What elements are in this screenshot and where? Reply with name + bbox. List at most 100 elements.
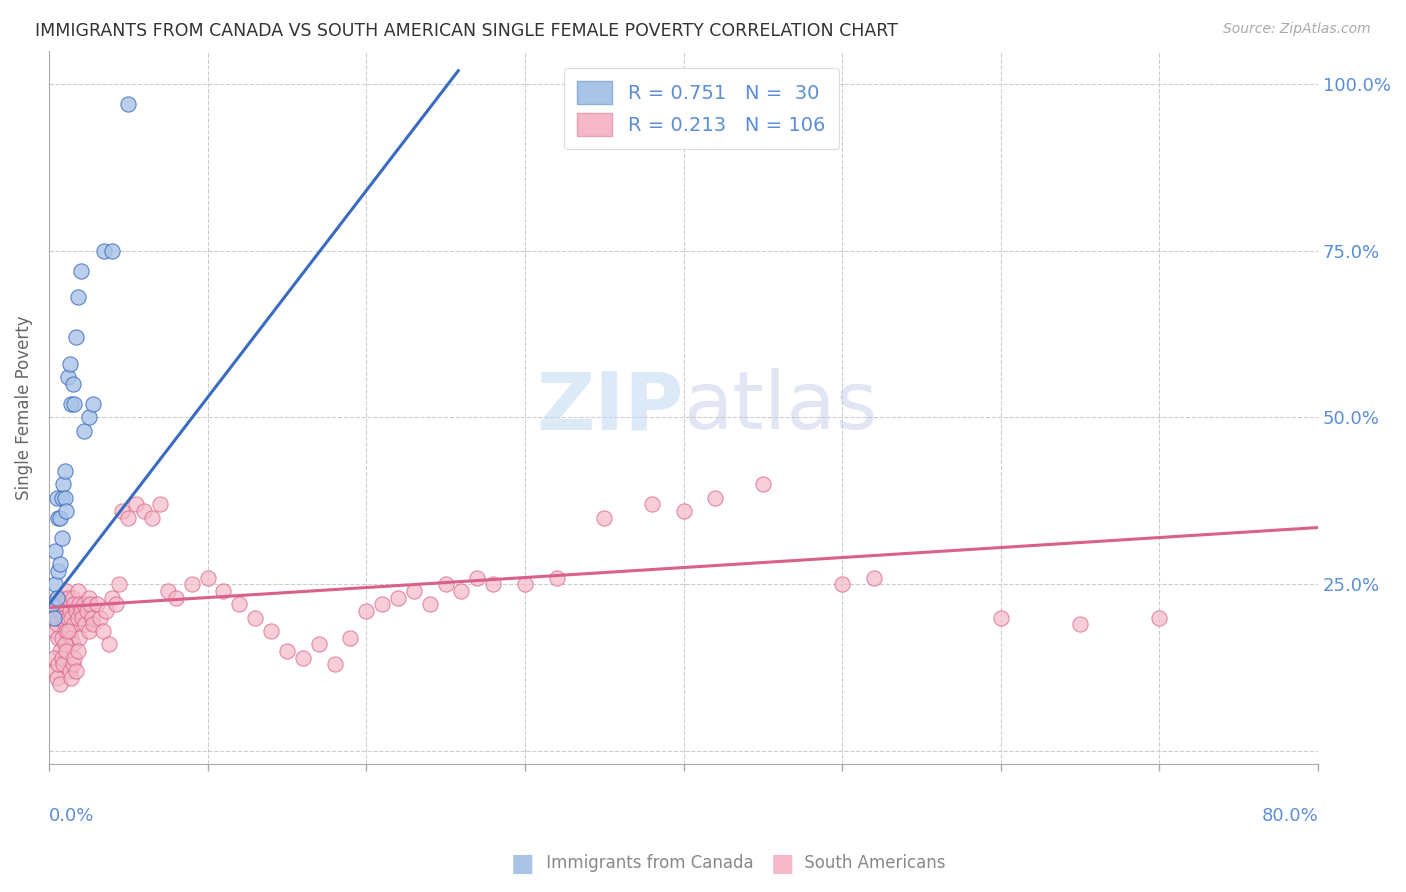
Point (672, 504, 695, 518)
Point (51, 597, 73, 611)
Point (990, 610, 1012, 624)
Text: South Americans: South Americans (799, 855, 945, 872)
Text: Source: ZipAtlas.com: Source: ZipAtlas.com (1223, 22, 1371, 37)
Point (62, 591, 84, 605)
Point (51, 491, 73, 505)
Point (308, 637, 330, 651)
Point (56, 591, 79, 605)
Point (44, 664, 66, 678)
Point (53, 597, 76, 611)
Point (165, 591, 187, 605)
Point (180, 577, 202, 591)
Point (98, 637, 121, 651)
Point (149, 497, 172, 511)
Point (228, 597, 250, 611)
Point (58, 664, 80, 678)
Point (63, 397, 86, 411)
Text: Immigrants from Canada: Immigrants from Canada (541, 855, 754, 872)
Point (245, 610, 267, 624)
Point (48, 631, 70, 645)
Point (593, 510, 616, 524)
Point (44, 624, 66, 638)
Point (55, 624, 77, 638)
Point (387, 591, 409, 605)
Point (704, 491, 727, 505)
Point (44, 544, 66, 558)
Point (65, 330, 87, 344)
Point (69, 604, 91, 618)
Point (60, 671, 83, 685)
Point (371, 597, 394, 611)
Point (67, 631, 90, 645)
Point (107, 577, 129, 591)
Point (48, 657, 70, 672)
Point (66, 290, 89, 304)
Point (419, 597, 441, 611)
Point (73, 597, 96, 611)
Point (42, 650, 65, 665)
Point (45, 671, 67, 685)
Point (53, 491, 76, 505)
Point (450, 583, 472, 598)
Point (45, 617, 67, 632)
Point (67, 597, 90, 611)
Point (41, 597, 63, 611)
Text: 80.0%: 80.0% (1261, 807, 1319, 825)
Point (79, 597, 101, 611)
Point (134, 504, 156, 518)
Point (66, 583, 89, 598)
Point (197, 570, 219, 584)
Point (513, 577, 536, 591)
Point (101, 244, 124, 258)
Point (48, 510, 70, 524)
Legend: R = 0.751   N =  30, R = 0.213   N = 106: R = 0.751 N = 30, R = 0.213 N = 106 (564, 68, 839, 149)
Point (65, 604, 87, 618)
Text: ■: ■ (770, 852, 794, 875)
Point (60, 610, 83, 624)
Point (212, 583, 235, 598)
Text: ZIP: ZIP (536, 368, 683, 447)
Point (111, 504, 134, 518)
Point (1149, 610, 1171, 624)
Point (45, 591, 67, 605)
Point (69, 264, 91, 278)
Point (49, 604, 72, 618)
Point (49, 677, 72, 691)
Point (356, 604, 378, 618)
Point (156, 583, 179, 598)
Point (52, 591, 75, 605)
Y-axis label: Single Female Poverty: Single Female Poverty (15, 315, 32, 500)
Point (72, 610, 94, 624)
Point (58, 624, 80, 638)
Point (260, 624, 283, 638)
Point (117, 510, 139, 524)
Point (1069, 617, 1091, 632)
Point (51, 631, 73, 645)
Point (56, 370, 79, 384)
Point (66, 644, 89, 658)
Point (51, 650, 73, 665)
Point (44, 577, 66, 591)
Point (82, 397, 104, 411)
Point (141, 510, 163, 524)
Point (44, 610, 66, 624)
Point (76, 604, 98, 618)
Point (93, 244, 115, 258)
Point (77, 410, 100, 425)
Point (58, 357, 80, 371)
Point (831, 577, 853, 591)
Point (60, 631, 83, 645)
Point (546, 570, 568, 584)
Point (66, 610, 89, 624)
Point (55, 644, 77, 658)
Point (48, 564, 70, 578)
Point (104, 597, 127, 611)
Point (752, 477, 775, 491)
Point (465, 570, 488, 584)
Point (52, 610, 75, 624)
Point (434, 577, 457, 591)
Text: atlas: atlas (683, 368, 877, 447)
Point (641, 497, 664, 511)
Point (276, 644, 298, 658)
Point (53, 637, 76, 651)
